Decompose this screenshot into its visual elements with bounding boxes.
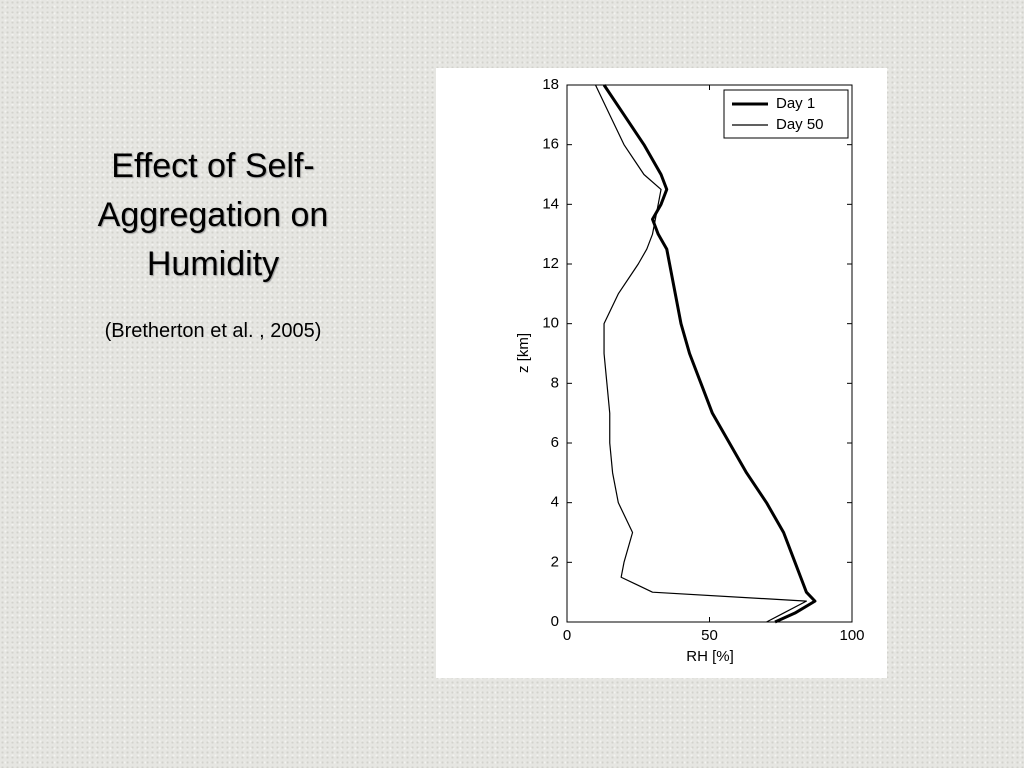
- y-tick-label: 4: [551, 494, 559, 511]
- y-tick-label: 0: [551, 613, 559, 630]
- y-tick-label: 18: [542, 76, 559, 93]
- y-tick-label: 12: [542, 255, 559, 272]
- legend-label: Day 50: [776, 116, 824, 133]
- y-tick-label: 14: [542, 195, 559, 212]
- chart-background: [436, 68, 887, 678]
- y-tick-label: 6: [551, 434, 559, 451]
- y-tick-label: 2: [551, 553, 559, 570]
- x-axis-label: RH [%]: [686, 648, 734, 665]
- data-line: [594, 84, 808, 623]
- x-tick-label: 0: [563, 627, 571, 644]
- y-axis-label: z [km]: [515, 333, 532, 373]
- x-tick-label: 50: [701, 627, 718, 644]
- legend-box: [723, 89, 849, 139]
- x-tick-label: 100: [839, 627, 864, 644]
- slide-subtitle: (Bretherton et al. , 2005): [104, 320, 322, 342]
- y-tick-label: 10: [542, 315, 559, 332]
- data-line: [602, 84, 817, 624]
- legend-label: Day 1: [776, 95, 815, 112]
- slide-title: Effect of Self-Aggregation on Humidity: [97, 147, 329, 283]
- y-tick-label: 8: [551, 374, 559, 391]
- y-tick-label: 16: [542, 136, 559, 153]
